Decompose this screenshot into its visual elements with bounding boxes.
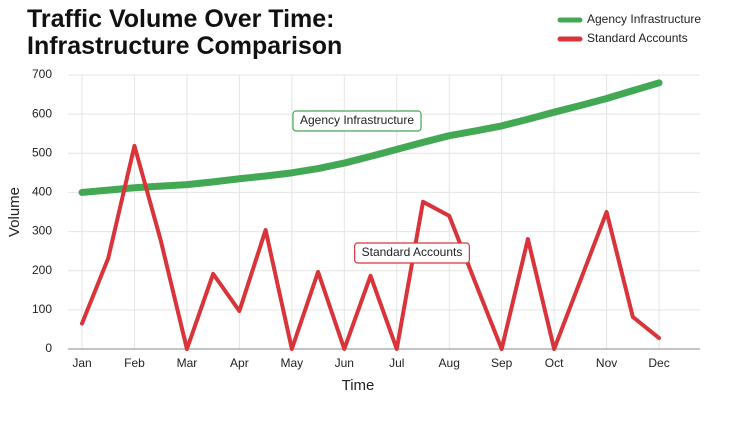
x-axis-label: Time (342, 377, 375, 394)
annotation: Standard Accounts (354, 242, 470, 264)
annotation-text: Agency Infrastructure (300, 113, 414, 127)
line-series (78, 79, 663, 196)
y-tick-label: 200 (32, 263, 52, 277)
x-tick-label: Dec (648, 356, 669, 370)
x-tick-label: Oct (545, 356, 564, 370)
y-tick-label: 700 (32, 67, 52, 81)
y-tick-label: 300 (32, 224, 52, 238)
legend-label: Agency Infrastructure (587, 12, 701, 26)
x-tick-label: Apr (230, 356, 249, 370)
chart-title: Traffic Volume Over Time: Infrastructure… (27, 5, 343, 60)
y-tick-label: 400 (32, 185, 52, 199)
y-tick-label: 500 (32, 145, 52, 159)
annotation-box (292, 110, 422, 132)
annotation: Agency Infrastructure (292, 110, 422, 132)
x-tick-label: Jul (389, 356, 404, 370)
x-tick-label: May (281, 356, 304, 370)
line-series (80, 143, 662, 351)
y-tick-label: 0 (45, 341, 52, 355)
y-tick-label: 100 (32, 302, 52, 316)
x-tick-label: Aug (439, 356, 460, 370)
x-tick-label: Sep (491, 356, 513, 370)
legend-label: Standard Accounts (587, 31, 688, 45)
x-tick-label: Feb (124, 356, 145, 370)
annotation-text: Standard Accounts (362, 245, 463, 259)
x-tick-label: Jun (335, 356, 354, 370)
y-tick-label: 600 (32, 106, 52, 120)
y-axis-label: Volume (6, 187, 23, 237)
x-tick-label: Mar (177, 356, 198, 370)
x-tick-label: Nov (596, 356, 617, 370)
annotation-box (354, 242, 470, 264)
x-tick-label: Jan (72, 356, 91, 370)
